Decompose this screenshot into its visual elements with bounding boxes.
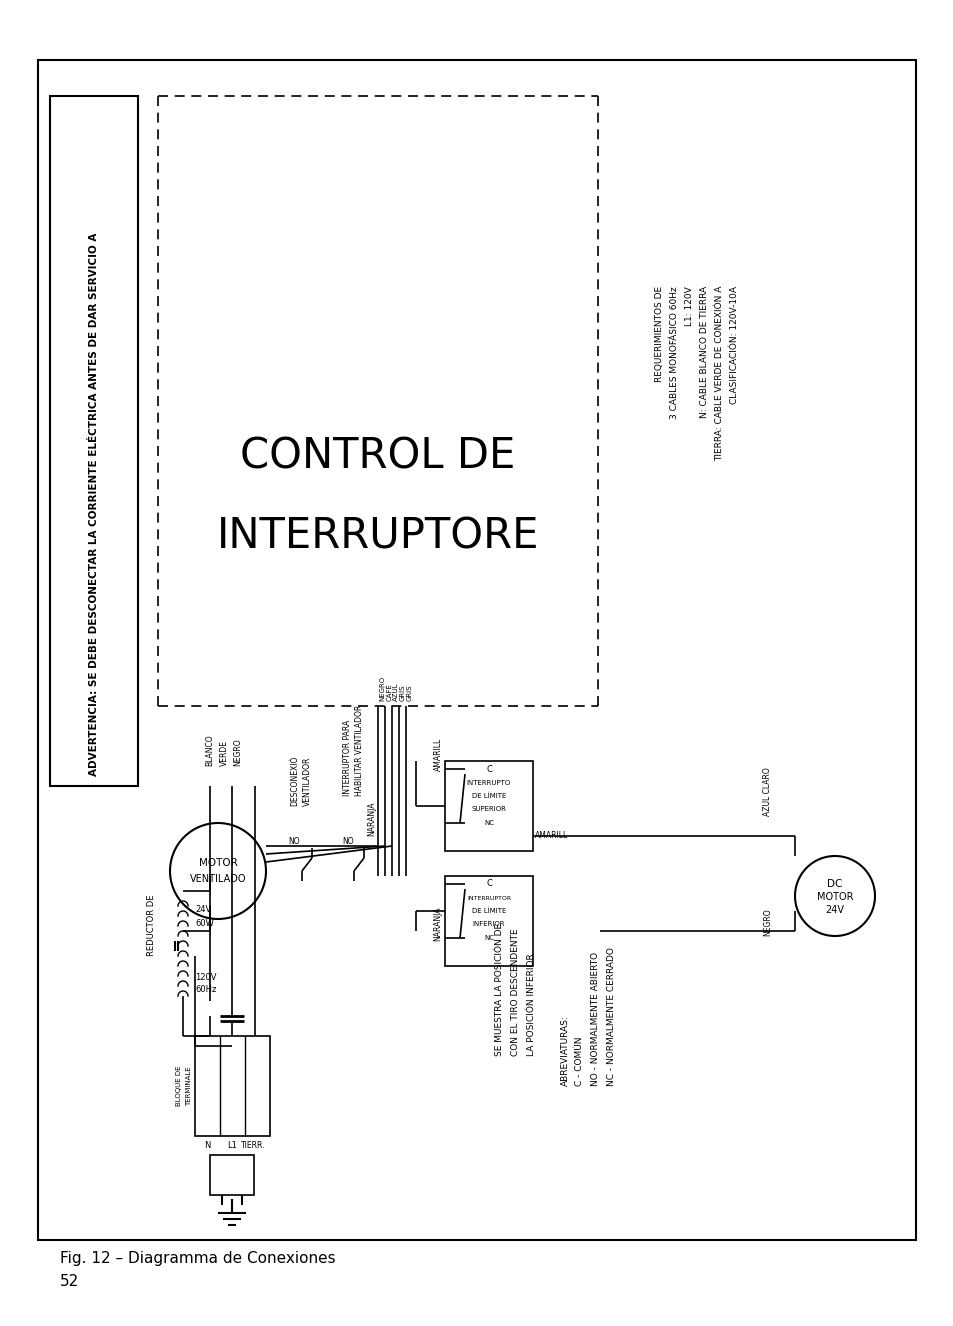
Text: N: CABLE BLANCO DE TIERRA: N: CABLE BLANCO DE TIERRA — [700, 286, 709, 418]
Text: ADVERTENCIA: SE DEBE DESCONECTAR LA CORRIENTE ELÉCTRICA ANTES DE DAR SERVICIO A: ADVERTENCIA: SE DEBE DESCONECTAR LA CORR… — [89, 232, 99, 776]
Text: DC: DC — [826, 879, 841, 888]
Bar — [194, 1036, 270, 1136]
Text: 3 CABLES MONOFÁSICO 60Hz: 3 CABLES MONOFÁSICO 60Hz — [670, 286, 679, 419]
Text: C: C — [485, 765, 492, 773]
Text: L1: L1 — [227, 1140, 236, 1150]
Text: AMARILL: AMARILL — [535, 831, 568, 841]
Text: BLANCO: BLANCO — [205, 735, 214, 766]
Text: NARANJA: NARANJA — [367, 801, 376, 835]
Text: 52: 52 — [60, 1274, 79, 1289]
Text: INFERIOR: INFERIOR — [473, 922, 505, 927]
Text: L1: 120V: L1: 120V — [685, 286, 694, 326]
Text: NO: NO — [342, 837, 354, 846]
Text: TIERR.: TIERR. — [240, 1140, 265, 1150]
Text: NEGRO: NEGRO — [233, 739, 242, 766]
Text: HABILITAR VENTILADOR: HABILITAR VENTILADOR — [355, 704, 364, 796]
Text: CAFÉ: CAFÉ — [386, 683, 392, 701]
Text: INTERRUPTOR PARA: INTERRUPTOR PARA — [343, 720, 352, 796]
Text: SUPERIOR: SUPERIOR — [471, 806, 506, 812]
Text: INTERRUPTO: INTERRUPTO — [466, 780, 511, 786]
Text: MOTOR: MOTOR — [816, 892, 852, 902]
Text: VERDE: VERDE — [219, 740, 229, 766]
Text: DE LÍMITE: DE LÍMITE — [472, 793, 506, 800]
Text: NO - NORMALMENTE ABIERTO: NO - NORMALMENTE ABIERTO — [591, 952, 599, 1086]
Text: DE LÍMITE: DE LÍMITE — [472, 908, 506, 914]
Text: VENTILADOR: VENTILADOR — [302, 757, 312, 806]
Circle shape — [170, 823, 266, 919]
Text: LA POSICIÓN INFERIOR: LA POSICIÓN INFERIOR — [527, 953, 536, 1055]
Bar — [38, 60, 915, 1240]
Text: 60Hz: 60Hz — [194, 985, 216, 994]
Text: NARANJA: NARANJA — [433, 907, 442, 941]
Text: NC: NC — [483, 819, 494, 826]
Text: INTERRUPTOR: INTERRUPTOR — [466, 895, 511, 900]
Bar — [50, 95, 138, 786]
Text: REQUERIMIENTOS DE: REQUERIMIENTOS DE — [655, 286, 664, 382]
Text: VENTILADO: VENTILADO — [190, 874, 246, 884]
Text: GRIS: GRIS — [399, 684, 406, 701]
Text: Fig. 12 – Diagramma de Conexiones: Fig. 12 – Diagramma de Conexiones — [60, 1250, 335, 1265]
Text: ABREVIATURAS:: ABREVIATURAS: — [560, 1016, 569, 1086]
Text: 60W: 60W — [194, 919, 213, 928]
Text: TERMINALE: TERMINALE — [186, 1066, 192, 1106]
Text: AZUL CLARO: AZUL CLARO — [762, 768, 772, 815]
Text: NC - NORMALMENTE CERRADO: NC - NORMALMENTE CERRADO — [607, 947, 616, 1086]
Text: NEGRO: NEGRO — [762, 908, 772, 936]
Text: SE MUESTRA LA POSICIÓN DE: SE MUESTRA LA POSICIÓN DE — [495, 923, 504, 1055]
Text: NEGRO: NEGRO — [378, 676, 385, 701]
Text: C: C — [485, 879, 492, 888]
Text: AMARILL: AMARILL — [433, 737, 442, 770]
Text: CONTROL DE: CONTROL DE — [240, 435, 516, 477]
Text: CLASIFICACIÓN: 120V-10A: CLASIFICACIÓN: 120V-10A — [730, 286, 739, 404]
Text: AZUL: AZUL — [393, 683, 398, 701]
Circle shape — [794, 857, 874, 936]
Text: TIERRA: CABLE VERDE DE CONEXIÓN A: TIERRA: CABLE VERDE DE CONEXIÓN A — [715, 286, 723, 461]
Text: GRIS: GRIS — [407, 684, 413, 701]
Text: REDUCTOR DE: REDUCTOR DE — [148, 895, 156, 956]
Bar — [210, 1155, 253, 1195]
Bar — [444, 876, 533, 967]
Text: BLOQUE DE: BLOQUE DE — [175, 1066, 182, 1106]
Text: NO: NO — [288, 837, 299, 846]
Text: MOTOR: MOTOR — [198, 858, 237, 869]
Text: 120V: 120V — [194, 973, 216, 983]
Text: 24V: 24V — [824, 906, 843, 915]
Text: NC: NC — [483, 935, 494, 941]
Text: INTERRUPTORE: INTERRUPTORE — [216, 514, 538, 557]
Text: CON EL TIRO DESCENDENTE: CON EL TIRO DESCENDENTE — [511, 928, 520, 1055]
Text: C - COMÚN: C - COMÚN — [575, 1037, 584, 1086]
Text: 24V: 24V — [194, 906, 211, 915]
Bar — [444, 761, 533, 851]
Text: DESCONEXIÓ: DESCONEXIÓ — [291, 756, 299, 806]
Text: N: N — [204, 1140, 210, 1150]
